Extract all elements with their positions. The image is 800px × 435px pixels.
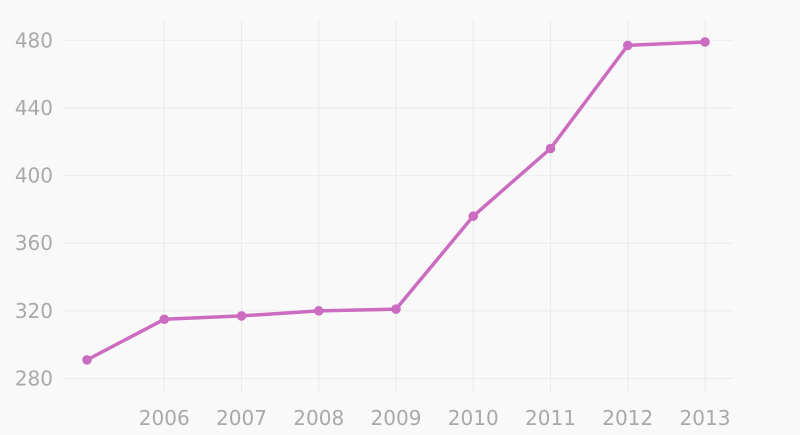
x-tick-label: 2009 [371,406,422,430]
grid-layer [63,20,733,392]
y-tick-label: 280 [15,366,53,390]
y-tick-label: 360 [15,231,53,255]
data-point-2012[interactable] [622,40,633,51]
data-point-2006[interactable] [159,314,170,325]
x-tick-label: 2007 [216,406,267,430]
data-point-2010[interactable] [468,211,479,221]
data-point-2009[interactable] [391,304,401,314]
data-point-2008[interactable] [313,306,324,316]
x-tick-label: 2006 [139,406,190,430]
x-tick-label: 2013 [680,406,731,430]
x-tick-label: 2008 [293,406,344,430]
x-tick-label: 2010 [448,406,499,430]
data-point-2005[interactable] [82,355,92,365]
data-point-2011[interactable] [545,143,556,154]
x-tick-label: 2011 [525,406,576,430]
y-tick-label: 320 [15,299,53,323]
y-tick-label: 480 [15,28,53,52]
data-point-2013[interactable] [700,37,710,47]
x-tick-label: 2012 [602,406,653,430]
y-tick-label: 440 [15,96,53,120]
data-point-2007[interactable] [236,311,247,321]
series-layer [82,37,710,365]
y-tick-label: 400 [15,164,53,188]
axis-label-layer: 280 320 360 400 440 480 2006 2007 2008 2009 2010 20… [15,28,731,430]
